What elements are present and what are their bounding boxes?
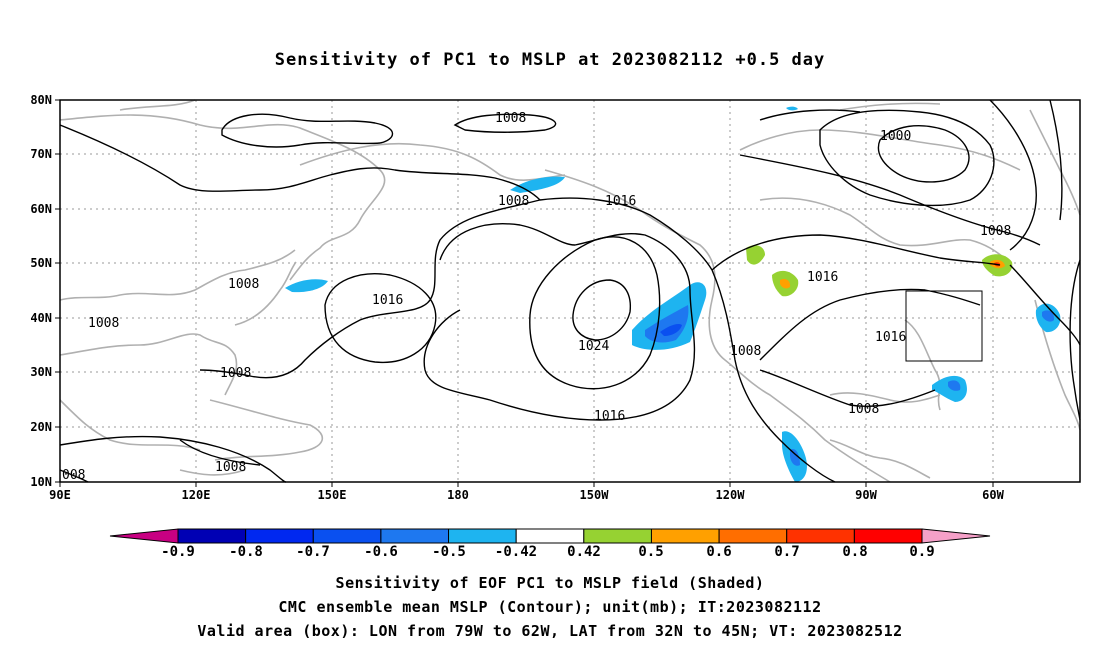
colorbar-label: 0.9: [909, 544, 934, 560]
colorbar-segment: [786, 528, 855, 544]
colorbar-segment: [177, 528, 247, 544]
map-frame: [59, 99, 1081, 483]
contour-label: 1016: [807, 270, 838, 285]
contour-label: 1008: [980, 224, 1011, 239]
colorbar-segment: [312, 528, 382, 544]
colorbar-label: -0.8: [229, 544, 263, 560]
lat-label: 60N: [30, 202, 52, 216]
contour-label: 1016: [605, 194, 636, 209]
valid-area-box: [905, 290, 983, 362]
lat-label: 20N: [30, 420, 52, 434]
lat-label: 70N: [30, 147, 52, 161]
colorbar-high-triangle: [921, 528, 991, 544]
colorbar-label: -0.7: [296, 544, 330, 560]
colorbar-label: 0.6: [706, 544, 731, 560]
lon-label: 60W: [982, 488, 1004, 502]
contour-label: 1000: [880, 129, 911, 144]
caption-line-2: CMC ensemble mean MSLP (Contour); unit(m…: [278, 598, 822, 616]
contour-label: 1008: [220, 366, 251, 381]
contour-label: 1008: [228, 277, 259, 292]
contour-label: 1008: [495, 111, 526, 126]
contour-label: 1016: [875, 330, 906, 345]
contour-label: 1008: [730, 344, 761, 359]
colorbar-label: -0.9: [161, 544, 195, 560]
contour-label: 1008: [848, 402, 879, 417]
lon-label: 90W: [855, 488, 877, 502]
lon-label: 120E: [182, 488, 211, 502]
lon-labels: 90E 120E 150E 180 150W 120W 90W 60W: [49, 488, 1004, 502]
contour-label: 1024: [578, 339, 609, 354]
colorbar-segment: [718, 528, 788, 544]
colorbar-segment: [650, 528, 720, 544]
colorbar-label: -0.5: [432, 544, 466, 560]
lon-label: 120W: [716, 488, 746, 502]
colorbar: [109, 528, 991, 544]
colorbar-segment: [515, 528, 585, 544]
caption-line-1: Sensitivity of EOF PC1 to MSLP field (Sh…: [335, 574, 765, 592]
colorbar-segment: [245, 528, 314, 544]
lat-label: 80N: [30, 93, 52, 107]
lon-label: 180: [447, 488, 469, 502]
contour-label-group: 1008 1008 1016 1000 1008 1016 1008 1016 …: [62, 111, 1011, 483]
colorbar-segment: [583, 528, 652, 544]
colorbar-segment: [448, 528, 517, 544]
contour-label: 1016: [372, 293, 403, 308]
lat-label: 50N: [30, 256, 52, 270]
lat-label: 40N: [30, 311, 52, 325]
caption-line-3: Valid area (box): LON from 79W to 62W, L…: [197, 622, 903, 640]
colorbar-segment: [380, 528, 450, 544]
contour-label: 1008: [498, 194, 529, 209]
colorbar-label: -0.42: [495, 544, 537, 560]
lat-labels: 80N 70N 60N 50N 40N 30N 20N 10N: [30, 93, 52, 489]
colorbar-label: 0.7: [774, 544, 799, 560]
contour-label: 008: [62, 468, 85, 483]
contour-label: 1016: [594, 409, 625, 424]
colorbar-labels: -0.9 -0.8 -0.7 -0.6 -0.5 -0.42 0.42 0.5 …: [161, 544, 935, 560]
colorbar-label: 0.42: [567, 544, 601, 560]
lat-label: 30N: [30, 365, 52, 379]
mslp-contours: [59, 99, 1081, 483]
lon-label: 150W: [580, 488, 610, 502]
colorbar-label: 0.5: [638, 544, 663, 560]
contour-label: 1008: [88, 316, 119, 331]
axis-ticks: [55, 99, 994, 487]
colorbar-low-triangle: [109, 528, 179, 544]
contour-label: 1008: [215, 460, 246, 475]
coastlines: [59, 99, 1081, 483]
colorbar-label: -0.6: [364, 544, 398, 560]
colorbar-label: 0.8: [842, 544, 867, 560]
map-title: Sensitivity of PC1 to MSLP at 2023082112…: [274, 50, 826, 70]
lon-label: 90E: [49, 488, 71, 502]
lat-label: 10N: [30, 475, 52, 489]
lon-label: 150E: [318, 488, 347, 502]
colorbar-segment: [853, 528, 923, 544]
